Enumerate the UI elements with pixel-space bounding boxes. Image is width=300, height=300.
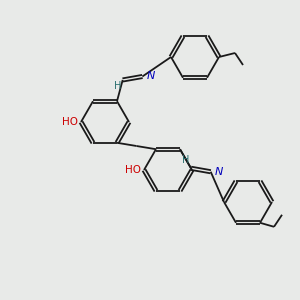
Text: HO: HO (125, 165, 141, 175)
Text: HO: HO (62, 117, 78, 127)
Text: H: H (182, 155, 190, 165)
Text: N: N (215, 167, 223, 177)
Text: N: N (146, 71, 155, 82)
Text: H: H (114, 81, 122, 91)
